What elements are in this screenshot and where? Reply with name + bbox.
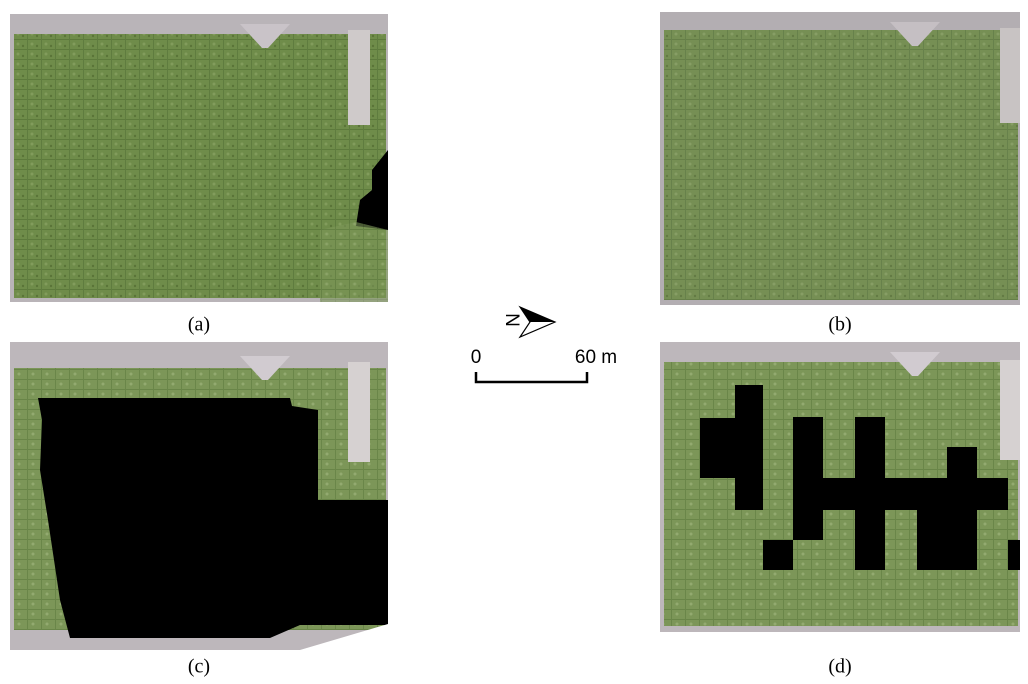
figure: (a) (b) (c) (d) (0, 0, 1028, 684)
panel-d (660, 342, 1020, 632)
panel-label: (d) (828, 656, 851, 678)
panel-b (660, 12, 1020, 305)
scale-bar (476, 372, 587, 382)
panel-c (10, 342, 388, 650)
north-label: N (501, 313, 522, 327)
north-arrow (520, 307, 555, 337)
panel-label: (c) (188, 656, 210, 678)
scale-label: 60 m (575, 347, 617, 368)
panel-a (10, 14, 388, 302)
panel-label: (a) (188, 314, 210, 336)
panel-label: (b) (828, 314, 851, 336)
scale-label: 0 (471, 347, 482, 368)
